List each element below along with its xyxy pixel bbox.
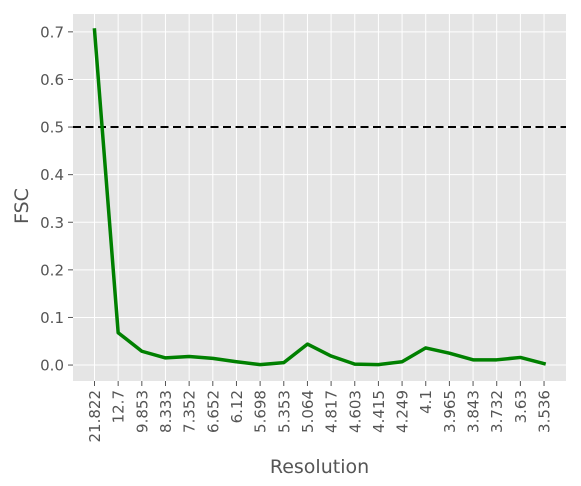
x-tick-label: 9.853	[133, 390, 151, 433]
x-tick-label: 5.353	[275, 390, 293, 433]
x-axis-title: Resolution	[270, 456, 369, 478]
y-tick-label: 0.6	[40, 71, 64, 89]
x-tick-label: 5.698	[252, 390, 270, 433]
x-tick-label: 7.352	[181, 390, 199, 433]
x-tick-label: 4.249	[394, 390, 412, 433]
x-tick-label: 12.7	[110, 390, 128, 423]
x-tick-labels: 21.822 12.7 9.853 8.333 7.352 6.652 6.12 5.698 5…	[86, 381, 554, 443]
plot-background	[73, 14, 566, 381]
x-tick-label: 4.603	[346, 390, 364, 433]
x-tick-label: 3.63	[512, 390, 530, 423]
x-tick-label: 3.536	[536, 390, 554, 433]
x-tick-label: 4.415	[370, 390, 388, 433]
y-tick-labels: 0.0 0.1 0.2 0.3 0.4 0.5 0.6 0.7	[40, 23, 73, 375]
x-tick-label: 3.732	[488, 390, 506, 433]
x-tick-label: 6.652	[204, 390, 222, 433]
y-tick-label: 0.3	[40, 214, 64, 232]
x-tick-label: 4.1	[417, 390, 435, 414]
y-axis-title: FSC	[11, 188, 33, 224]
x-tick-label: 3.843	[465, 390, 483, 433]
x-tick-label: 6.12	[228, 390, 246, 423]
x-tick-label: 3.965	[441, 390, 459, 433]
y-tick-label: 0.4	[40, 166, 64, 184]
y-tick-label: 0.5	[40, 119, 64, 137]
x-tick-label: 8.333	[157, 390, 175, 433]
y-tick-label: 0.0	[40, 357, 64, 375]
y-tick-label: 0.7	[40, 23, 64, 41]
series-layer	[92, 28, 547, 367]
y-tick-label: 0.2	[40, 261, 64, 279]
y-tick-label: 0.1	[40, 309, 64, 327]
x-tick-label: 4.817	[323, 390, 341, 433]
series-line-0	[92, 28, 547, 367]
x-tick-label: 21.822	[86, 390, 104, 443]
x-tick-label: 5.064	[299, 390, 317, 433]
